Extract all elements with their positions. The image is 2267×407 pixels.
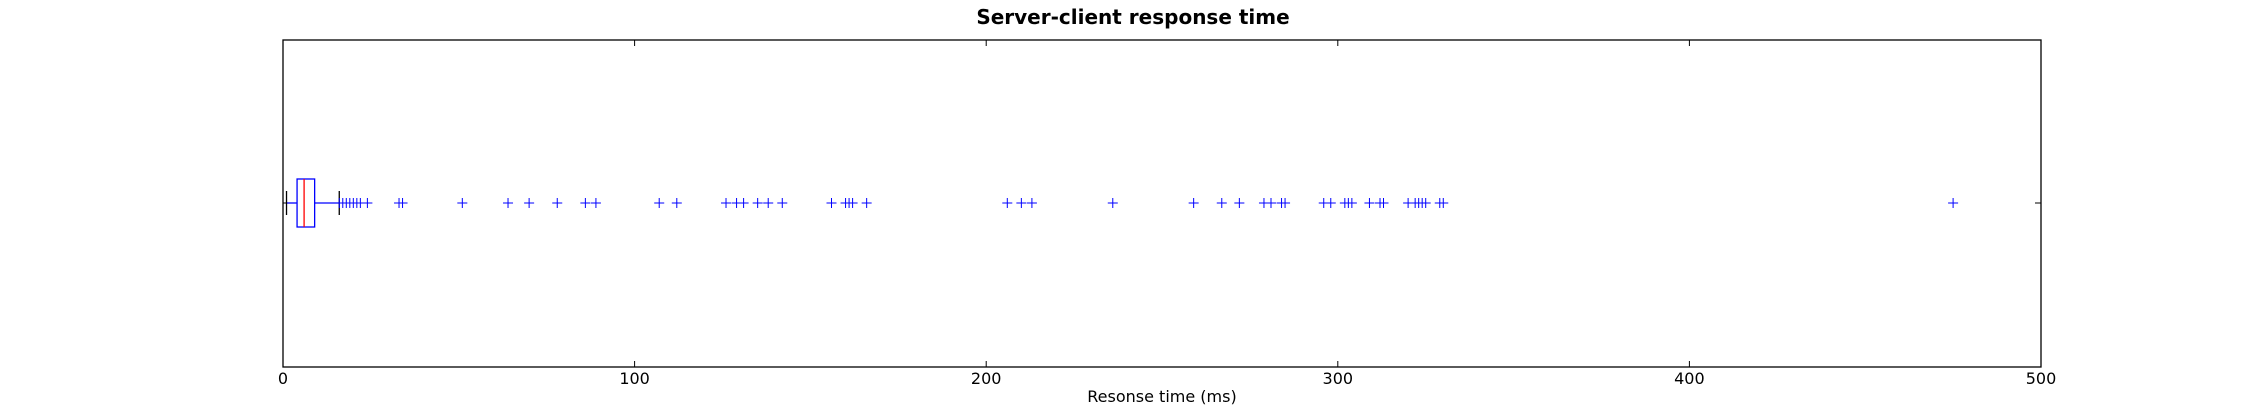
x-tick-label-4: 400	[1674, 369, 1705, 388]
outlier-marker-35	[1234, 198, 1245, 208]
outlier-marker-33	[1188, 198, 1199, 208]
x-tick-label-5: 500	[2026, 369, 2057, 388]
outlier-marker-7	[362, 198, 373, 208]
outlier-marker-18	[721, 198, 732, 208]
chart-title: Server-client response time	[976, 5, 1289, 29]
outlier-marker-47	[1378, 198, 1389, 208]
outlier-marker-17	[671, 198, 682, 208]
outlier-marker-22	[763, 198, 774, 208]
outlier-marker-52	[1420, 198, 1431, 208]
outlier-marker-27	[847, 198, 858, 208]
boxplot	[285, 178, 340, 228]
outlier-marker-24	[826, 198, 837, 208]
outlier-marker-28	[861, 198, 872, 208]
outlier-marker-21	[752, 198, 763, 208]
x-axis-ticks: 0 100 200 300 400 500	[278, 40, 2056, 388]
outlier-marker-34	[1216, 198, 1227, 208]
outlier-marker-11	[503, 198, 514, 208]
x-tick-label-1: 100	[619, 369, 650, 388]
outlier-marker-12	[524, 198, 535, 208]
outlier-marker-45	[1364, 198, 1375, 208]
outlier-marker-10	[457, 198, 468, 208]
plot-frame	[282, 39, 2042, 368]
outlier-marker-39	[1280, 198, 1291, 208]
outlier-marker-41	[1325, 198, 1336, 208]
outlier-marker-13	[552, 198, 563, 208]
outlier-marker-15	[590, 198, 601, 208]
outlier-marker-30	[1016, 198, 1027, 208]
outlier-marker-9	[397, 198, 408, 208]
x-tick-label-3: 300	[1323, 369, 1354, 388]
iqr-box	[296, 178, 316, 228]
outlier-marker-32	[1107, 198, 1118, 208]
x-tick-label-0: 0	[278, 369, 288, 388]
outlier-marker-54	[1438, 198, 1449, 208]
outlier-marker-16	[654, 198, 665, 208]
outlier-markers	[334, 198, 1959, 208]
outlier-marker-20	[738, 198, 749, 208]
outlier-marker-55	[1948, 198, 1959, 208]
outlier-marker-44	[1346, 198, 1357, 208]
outlier-marker-29	[1002, 198, 1013, 208]
x-tick-label-2: 200	[971, 369, 1002, 388]
outlier-marker-23	[777, 198, 788, 208]
x-axis-label: Resonse time (ms)	[1087, 387, 1236, 406]
outlier-marker-14	[580, 198, 591, 208]
outlier-marker-37	[1265, 198, 1276, 208]
outlier-marker-31	[1026, 198, 1037, 208]
